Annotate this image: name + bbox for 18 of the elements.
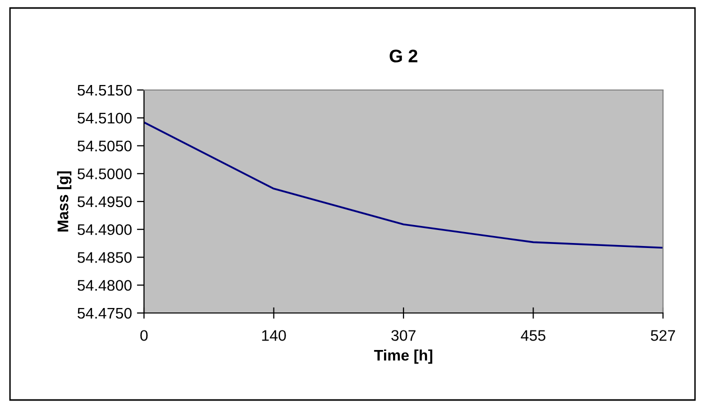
x-tick-label: 307 xyxy=(391,330,416,341)
y-tick-label: 54.5000 xyxy=(78,168,132,180)
y-tick-label: 54.4950 xyxy=(78,196,132,208)
x-tick-label: 140 xyxy=(262,330,286,341)
y-tick-label: 54.4900 xyxy=(78,224,132,236)
x-axis-title: Time [h] xyxy=(374,349,432,364)
y-tick-label: 54.5100 xyxy=(78,112,132,124)
y-tick-label: 54.4850 xyxy=(78,252,132,263)
x-tick-label: 527 xyxy=(650,330,675,341)
y-tick-label: 54.4800 xyxy=(78,280,132,291)
x-tick-label: 0 xyxy=(140,330,148,341)
x-tick-label: 455 xyxy=(520,330,546,341)
chart-title: G 2 xyxy=(390,50,418,62)
y-tick-label: 54.5050 xyxy=(78,140,132,152)
y-axis-title: Mass [g] xyxy=(57,171,72,232)
line-series xyxy=(144,121,663,249)
y-tick-label: 54.5150 xyxy=(78,84,132,96)
y-tick-label: 54.4750 xyxy=(78,308,132,319)
